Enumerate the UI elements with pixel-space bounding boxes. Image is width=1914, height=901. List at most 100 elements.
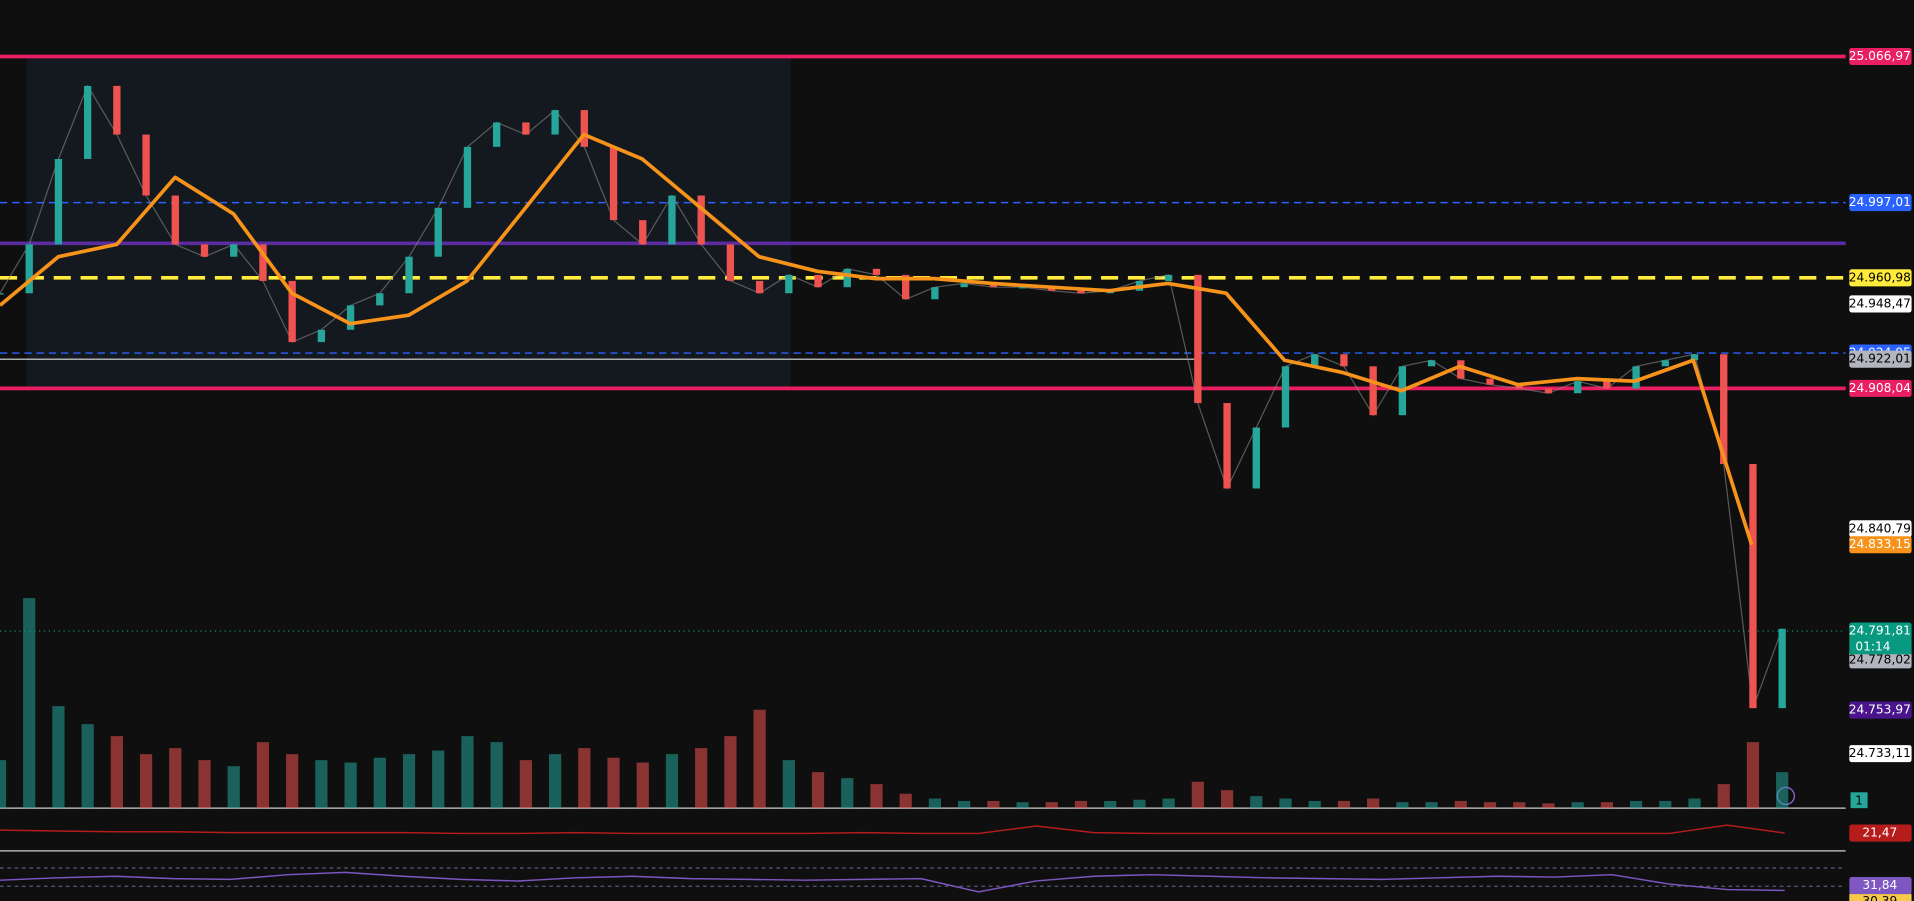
candle [1573, 381, 1582, 394]
price-label-bg [1849, 651, 1912, 669]
volume-bar [344, 762, 357, 809]
candle [288, 280, 296, 343]
volume-bar [0, 760, 7, 809]
candle [1603, 381, 1611, 389]
candle [346, 305, 355, 330]
volume-bar [811, 772, 825, 809]
candle [83, 85, 92, 159]
candle [405, 256, 413, 294]
indicator1-line [0, 824, 1785, 835]
candle [1427, 360, 1436, 367]
price-label: 24.922,01 [1849, 352, 1911, 366]
candle [960, 283, 968, 288]
volume-bar [578, 748, 591, 809]
volume-bar [1279, 798, 1292, 809]
volume-bar [198, 760, 211, 809]
countdown-bg [1849, 638, 1912, 655]
indicator2-label-bg [1849, 877, 1912, 895]
candle [522, 122, 530, 135]
indicator1-label: 21,47 [1862, 826, 1897, 840]
volume-bar [1074, 800, 1088, 809]
price-label: 24.778,02 [1849, 652, 1911, 666]
candle [1311, 354, 1319, 367]
candle [434, 207, 442, 257]
price-label-bg [1849, 745, 1912, 763]
candle [639, 220, 647, 245]
candle [1457, 360, 1465, 379]
volume-bar [169, 748, 182, 809]
volume-bar [1133, 799, 1146, 809]
candle [726, 244, 735, 281]
candle [1749, 464, 1757, 709]
volume-bar [1571, 802, 1584, 809]
countdown: 01:14 [1855, 639, 1890, 653]
candle [1194, 274, 1202, 404]
candle [1720, 354, 1728, 465]
volume-bar [665, 754, 679, 809]
volume-bar [373, 757, 386, 809]
candle [1340, 354, 1348, 367]
candle [1369, 366, 1377, 416]
price-label-bg [1849, 295, 1912, 313]
range-box [26, 56, 791, 389]
volume-bar [958, 800, 971, 809]
candle [376, 293, 384, 306]
price-label-bg [1849, 701, 1912, 719]
moving-average [0, 132, 1754, 546]
volume-bar [402, 754, 416, 809]
volume-bar [1337, 800, 1351, 809]
volume-bar [461, 736, 474, 809]
candle [755, 280, 764, 294]
candle [1164, 274, 1173, 281]
volume-bar [1162, 798, 1175, 809]
candle [668, 195, 676, 245]
price-label: 24.948,47 [1849, 296, 1911, 310]
candle [1515, 384, 1523, 389]
volume-bar [724, 736, 737, 809]
volume-bar [1220, 790, 1234, 809]
candle [54, 158, 63, 245]
price-label: 25.066,97 [1849, 49, 1911, 63]
volume-bar [1191, 781, 1204, 809]
candle [814, 274, 822, 288]
volume-badge: 1 [1855, 793, 1863, 807]
volume-bar [227, 766, 240, 809]
price-label-bg [1849, 269, 1912, 287]
volume-bar [1425, 802, 1438, 809]
candle [463, 146, 472, 208]
volume-bar [1600, 802, 1613, 809]
candle [230, 244, 238, 257]
candle [1778, 628, 1786, 709]
volume-bar [1045, 802, 1058, 809]
volume-bar [870, 784, 883, 809]
volume-bar [753, 709, 766, 809]
volume-bar [110, 736, 123, 809]
volume-bar [1483, 802, 1497, 809]
volume-bar [256, 742, 270, 809]
volume-bar [1250, 796, 1263, 809]
candle [1252, 427, 1260, 489]
candle [551, 110, 559, 135]
price-label-bg [1849, 520, 1912, 538]
price-label: 24.840,79 [1849, 521, 1911, 535]
volume-bar [782, 760, 795, 809]
candle [902, 274, 910, 300]
volume-bar [1104, 800, 1117, 809]
volume-bar [1717, 784, 1730, 809]
volume-badge-bg [1850, 792, 1868, 809]
candle [697, 195, 705, 245]
volume-bar [841, 778, 854, 809]
volume-bar [286, 754, 299, 809]
candle [0, 293, 4, 295]
volume-bar [1776, 772, 1789, 809]
volume-bar [1308, 800, 1321, 809]
price-label: 24.833,15 [1849, 537, 1911, 551]
price-label-bg [1849, 536, 1912, 554]
price-label: 24.733,11 [1849, 746, 1911, 760]
volume-bar [636, 762, 649, 809]
candle [580, 110, 588, 147]
candle [113, 85, 121, 135]
candle [843, 268, 851, 288]
price-line [0, 84, 1783, 709]
volume-bar [1659, 800, 1672, 809]
